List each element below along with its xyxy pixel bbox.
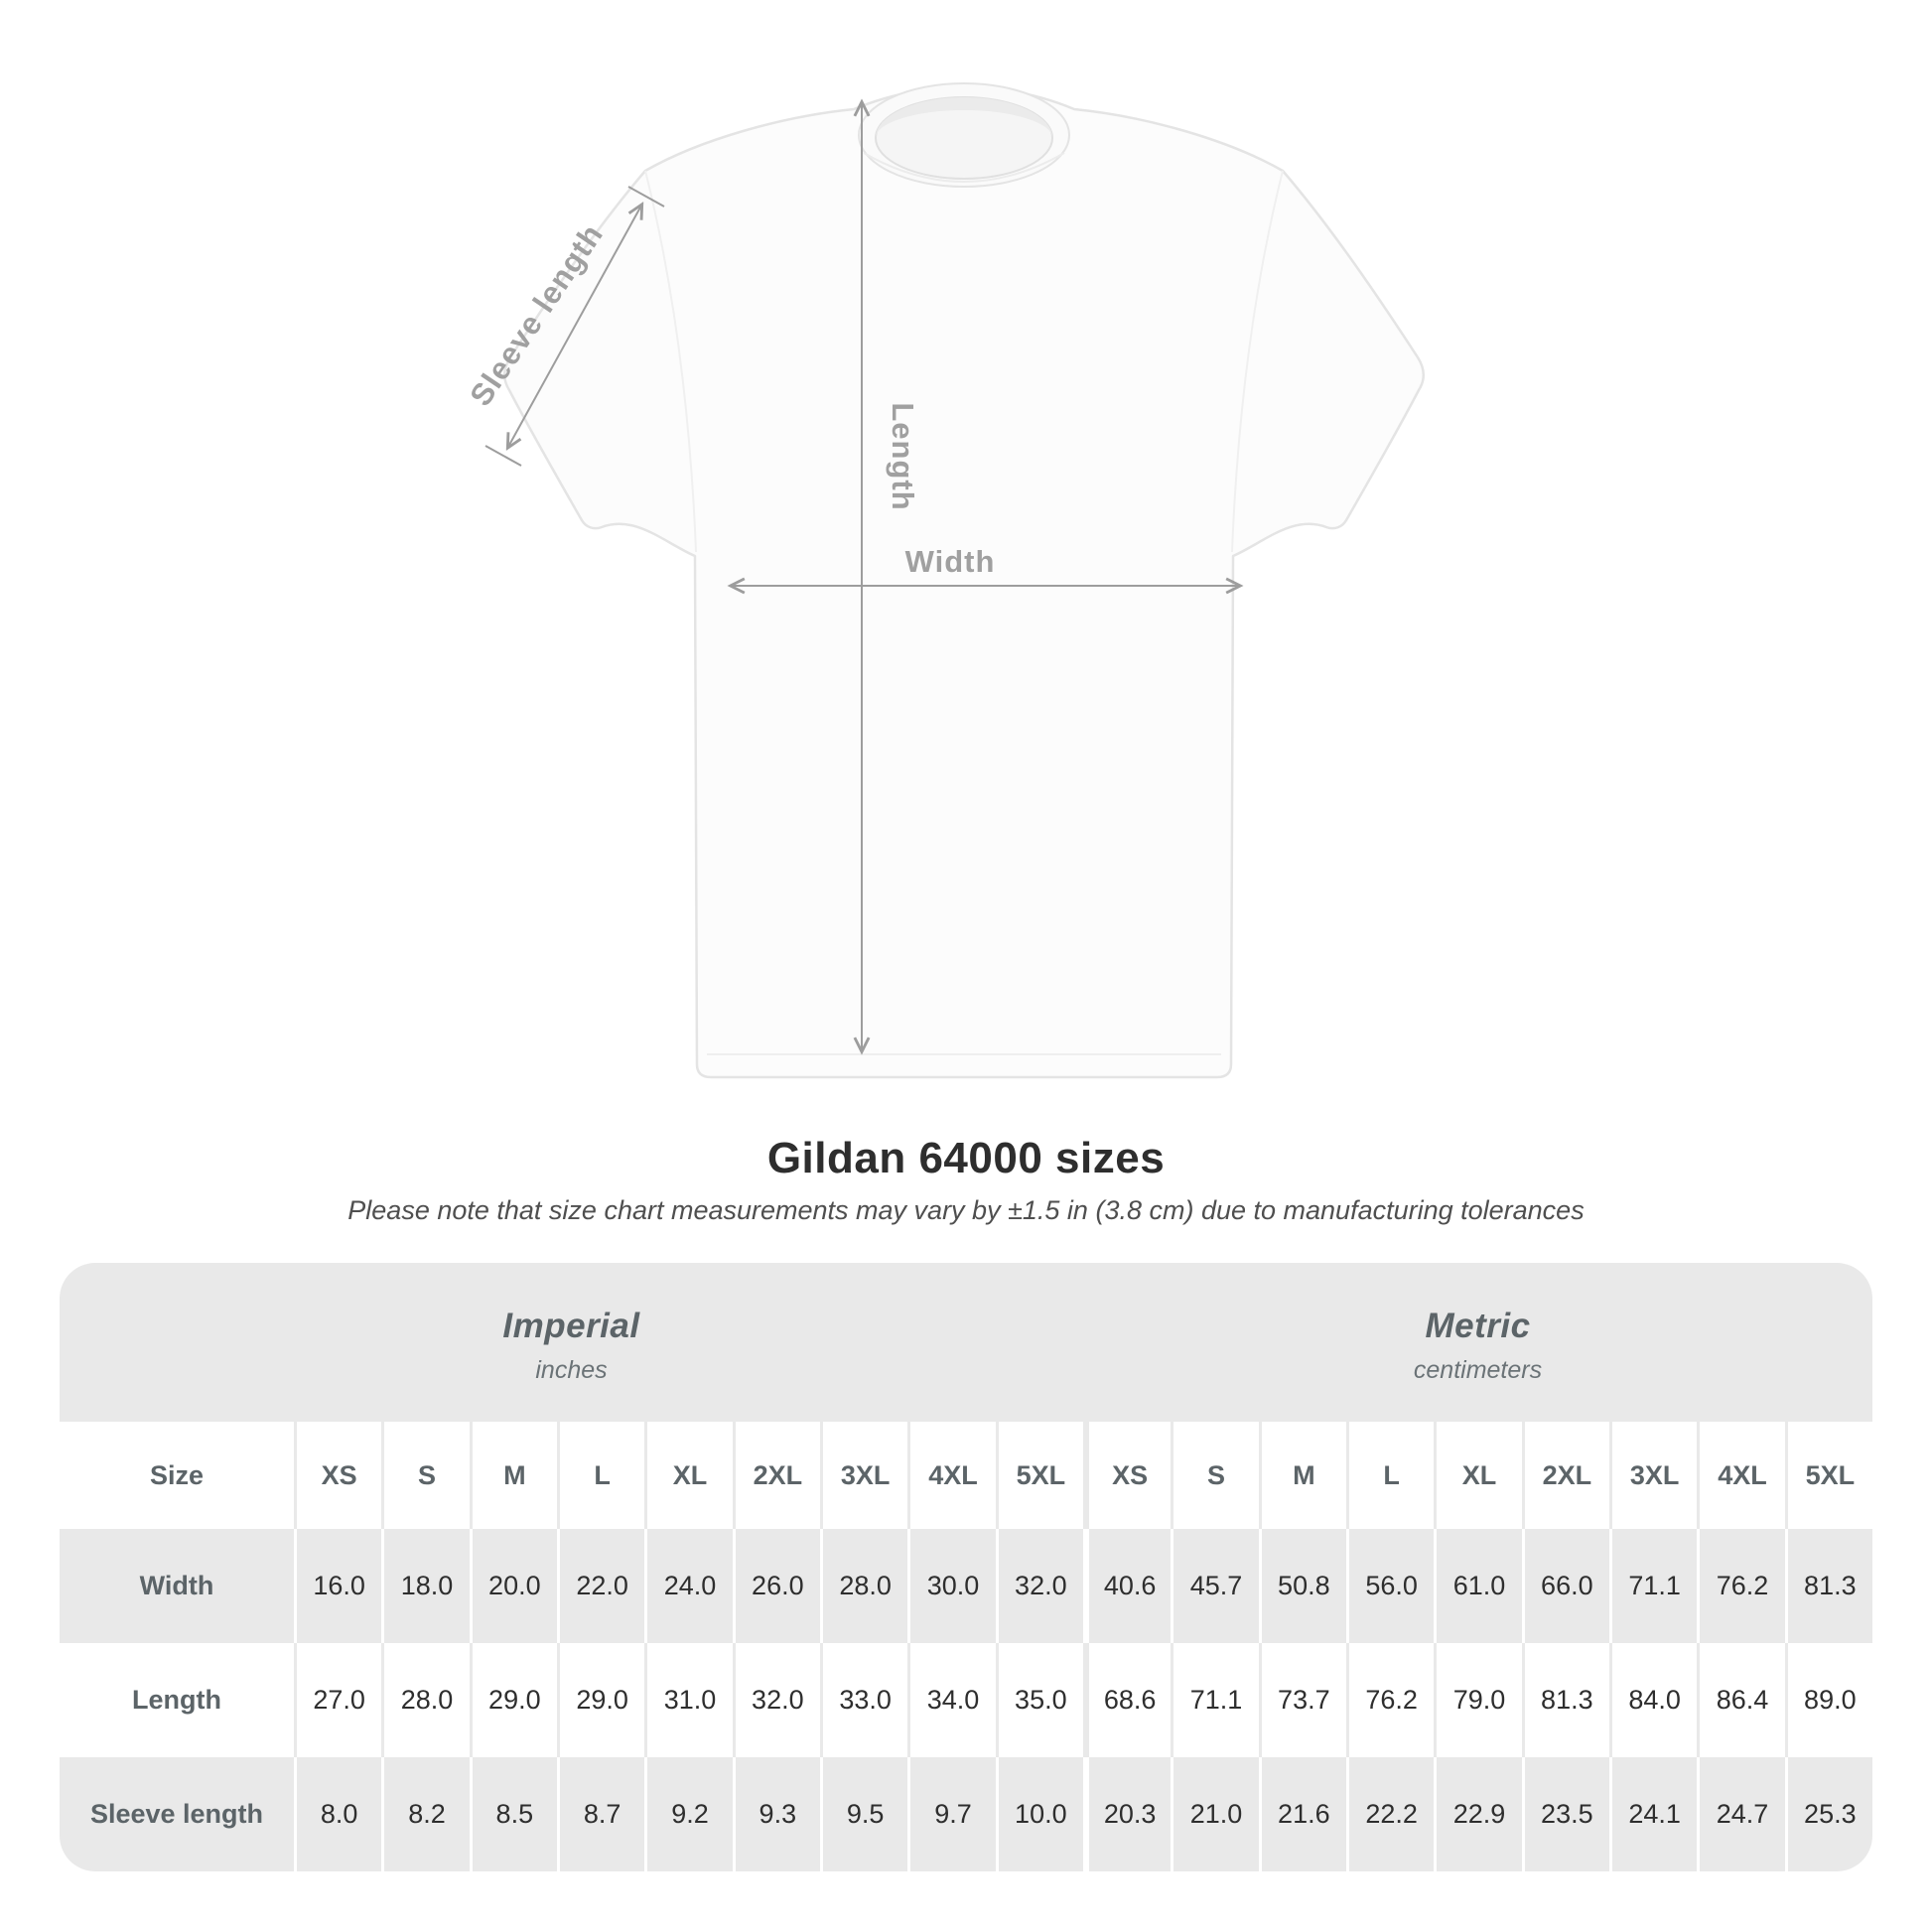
sleeve-measure-tick-top [627, 186, 665, 207]
value-cell-imperial: 20.0 [469, 1529, 557, 1643]
value-cell-imperial: 10.0 [995, 1757, 1083, 1871]
value-cell-imperial: 8.7 [557, 1757, 644, 1871]
sleeve-measure-tick-bottom [484, 445, 522, 467]
value-cell-imperial: 27.0 [294, 1643, 382, 1757]
value-cell-metric: 84.0 [1609, 1643, 1698, 1757]
row-label: Length [60, 1643, 294, 1757]
size-header-cell-imperial: 4XL [907, 1422, 996, 1529]
value-cell-imperial: 29.0 [557, 1643, 645, 1757]
size-table-grid: Size XS S M L XL 2XL 3XL 4XL 5XL XS S M L XL 2XL 3XL 4XL 5… [60, 1422, 1872, 1871]
value-cell-imperial: 31.0 [644, 1643, 733, 1757]
length-label: Length [886, 402, 920, 510]
value-cell-imperial: 8.2 [381, 1757, 469, 1871]
value-cell-imperial: 9.3 [732, 1757, 820, 1871]
value-cell-metric: 45.7 [1171, 1529, 1258, 1643]
size-header-cell-imperial: 5XL [995, 1422, 1083, 1529]
page-title: Gildan 64000 sizes [766, 1134, 1166, 1182]
measurement-overlay [484, 103, 1239, 1050]
value-cell-imperial: 34.0 [907, 1643, 996, 1757]
value-cell-imperial: 29.0 [469, 1643, 557, 1757]
value-cell-metric: 81.3 [1784, 1529, 1872, 1643]
value-cell-imperial: 9.7 [907, 1757, 995, 1871]
value-cell-metric: 25.3 [1784, 1757, 1872, 1871]
size-header-cell-imperial: M [469, 1422, 557, 1529]
corner-size-label: Size [60, 1422, 294, 1529]
value-cell-imperial: 35.0 [995, 1643, 1083, 1757]
metric-group-unit: centimeters [1413, 1356, 1543, 1384]
value-cell-imperial: 9.5 [820, 1757, 907, 1871]
size-header-cell-metric: 2XL [1521, 1422, 1609, 1529]
value-cell-imperial: 32.0 [995, 1529, 1083, 1643]
value-cell-metric: 66.0 [1521, 1529, 1609, 1643]
value-cell-metric: 21.6 [1258, 1757, 1346, 1871]
value-cell-metric: 22.2 [1346, 1757, 1434, 1871]
imperial-group-title: Imperial [502, 1307, 640, 1345]
value-cell-metric: 86.4 [1697, 1643, 1785, 1757]
size-header-cell-metric: XS [1083, 1422, 1172, 1529]
size-header-cell-imperial: 2XL [732, 1422, 820, 1529]
value-cell-imperial: 33.0 [820, 1643, 908, 1757]
value-cell-imperial: 22.0 [557, 1529, 644, 1643]
size-table: Imperial inches Metric centimeters Size X… [60, 1263, 1872, 1871]
size-header-cell-metric: 4XL [1697, 1422, 1785, 1529]
value-cell-metric: 68.6 [1083, 1643, 1172, 1757]
value-cell-imperial: 24.0 [644, 1529, 732, 1643]
unit-group-header-row: Imperial inches Metric centimeters [60, 1263, 1872, 1422]
imperial-group-unit: inches [535, 1356, 608, 1384]
value-cell-metric: 76.2 [1697, 1529, 1784, 1643]
value-cell-metric: 71.1 [1609, 1529, 1697, 1643]
value-cell-imperial: 28.0 [820, 1529, 907, 1643]
value-cell-metric: 89.0 [1784, 1643, 1872, 1757]
imperial-group-header: Imperial inches [60, 1263, 1083, 1422]
tolerance-note: Please note that size chart measurements… [347, 1195, 1585, 1225]
size-header-cell-imperial: XL [644, 1422, 733, 1529]
value-cell-imperial: 18.0 [381, 1529, 469, 1643]
size-header-cell-imperial: XS [294, 1422, 382, 1529]
value-cell-imperial: 26.0 [732, 1529, 820, 1643]
row-label: Sleeve length [89, 1799, 264, 1829]
value-cell-metric: 73.7 [1258, 1643, 1346, 1757]
value-cell-metric: 79.0 [1434, 1643, 1522, 1757]
value-cell-metric: 61.0 [1434, 1529, 1521, 1643]
value-cell-metric: 71.1 [1171, 1643, 1259, 1757]
value-cell-imperial: 32.0 [732, 1643, 820, 1757]
value-cell-imperial: 28.0 [381, 1643, 470, 1757]
tshirt-illustration [503, 82, 1425, 1079]
value-cell-metric: 40.6 [1083, 1529, 1171, 1643]
value-cell-imperial: 8.5 [469, 1757, 557, 1871]
tshirt-measurement-diagram: Sleeve length Length Width [463, 82, 1425, 1079]
size-header-cell-imperial: S [381, 1422, 470, 1529]
metric-group-title: Metric [1425, 1307, 1531, 1345]
size-header-cell-metric: S [1171, 1422, 1259, 1529]
value-cell-imperial: 8.0 [294, 1757, 381, 1871]
value-cell-imperial: 30.0 [907, 1529, 995, 1643]
size-header-cell-metric: 5XL [1784, 1422, 1872, 1529]
size-header-cell-metric: M [1258, 1422, 1346, 1529]
value-cell-metric: 56.0 [1346, 1529, 1434, 1643]
value-cell-metric: 21.0 [1171, 1757, 1258, 1871]
value-cell-metric: 23.5 [1521, 1757, 1609, 1871]
metric-group-header: Metric centimeters [1083, 1263, 1872, 1422]
size-header-cell-metric: XL [1434, 1422, 1522, 1529]
row-label: Width [139, 1571, 214, 1600]
value-cell-metric: 24.7 [1697, 1757, 1784, 1871]
value-cell-metric: 22.9 [1434, 1757, 1521, 1871]
size-header-cell-imperial: 3XL [820, 1422, 908, 1529]
value-cell-imperial: 9.2 [644, 1757, 732, 1871]
size-header-cell-metric: L [1346, 1422, 1435, 1529]
value-cell-metric: 76.2 [1346, 1643, 1435, 1757]
value-cell-metric: 20.3 [1083, 1757, 1171, 1871]
size-header-cell-imperial: L [557, 1422, 645, 1529]
value-cell-metric: 50.8 [1258, 1529, 1346, 1643]
size-header-cell-metric: 3XL [1609, 1422, 1698, 1529]
sleeve-measure-line [508, 206, 641, 447]
value-cell-metric: 81.3 [1521, 1643, 1609, 1757]
width-label: Width [905, 544, 996, 579]
value-cell-metric: 24.1 [1609, 1757, 1697, 1871]
value-cell-imperial: 16.0 [294, 1529, 381, 1643]
